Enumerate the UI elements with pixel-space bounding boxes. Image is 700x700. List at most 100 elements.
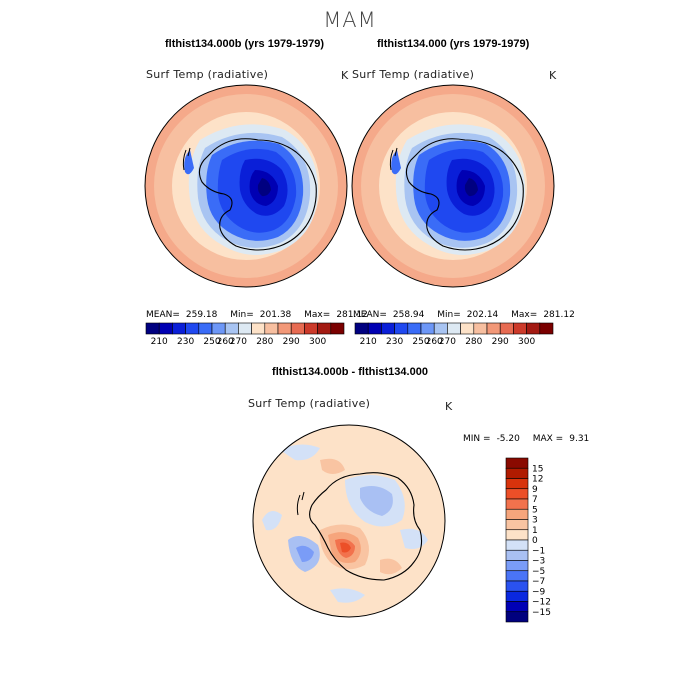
colorbar-diff-tick-label: 1 bbox=[532, 526, 538, 536]
colorbar-right-tick-label: 250 bbox=[412, 337, 429, 347]
colorbar-right-swatch bbox=[407, 322, 422, 335]
colorbar-left-swatch bbox=[238, 322, 252, 335]
colorbar-diff-tick-label: −15 bbox=[532, 608, 551, 618]
colorbar-right-swatch bbox=[420, 322, 435, 335]
colorbar-left-tick-label: 300 bbox=[309, 337, 326, 347]
colorbar-right-tick-label: 280 bbox=[465, 337, 482, 347]
colorbar-right-tick-label: 260 bbox=[426, 337, 443, 347]
colorbar-left-swatch bbox=[224, 322, 239, 335]
colorbar-left-tick-label: 210 bbox=[151, 337, 168, 347]
min-label-left: Min= bbox=[230, 310, 254, 320]
coastline-right bbox=[405, 138, 524, 251]
colorbar-diff-swatch bbox=[505, 457, 529, 469]
colorbar-diff-tick-label: 15 bbox=[532, 464, 543, 474]
map-diff bbox=[252, 424, 446, 618]
colorbar-left-tick-label: 250 bbox=[203, 337, 220, 347]
colorbar-diff-tick-label: 0 bbox=[532, 536, 538, 546]
colorbar-right-swatch bbox=[486, 322, 501, 335]
colorbar-diff-swatch bbox=[505, 580, 529, 592]
colorbar-diff-swatch bbox=[505, 611, 529, 623]
map-right bbox=[351, 84, 555, 288]
colorbar-left-tick-label: 270 bbox=[230, 337, 247, 347]
diff-title: flthist134.000b - flthist134.000 bbox=[272, 366, 428, 378]
colorbar-left-tick-label: 290 bbox=[283, 337, 300, 347]
colorbar-right-swatch bbox=[513, 322, 527, 335]
coastline-diff bbox=[309, 472, 423, 581]
colorbar-left-tick-label: 230 bbox=[177, 337, 194, 347]
colorbar-right-swatch bbox=[433, 322, 448, 335]
colorbar-diff-swatch bbox=[505, 560, 529, 572]
colorbar-left-swatch bbox=[304, 322, 318, 335]
colorbar-diff-swatch bbox=[505, 508, 529, 520]
colorbar-diff-swatch bbox=[505, 590, 529, 602]
colorbar-diff-swatch bbox=[505, 467, 529, 479]
colorbar-right-tick-label: 290 bbox=[492, 337, 509, 347]
colorbar-right-swatch bbox=[473, 322, 488, 335]
diff-max-label: MAX = bbox=[532, 434, 564, 444]
diff-stats: MIN = -5.20 MAX = 9.31 bbox=[463, 434, 595, 444]
min-label-right: Min= bbox=[437, 310, 461, 320]
colorbar-diff-tick-label: −5 bbox=[532, 567, 545, 577]
colorbar-diff-tick-label: 9 bbox=[532, 485, 538, 495]
diff-min-label: MIN = bbox=[463, 434, 491, 444]
colorbar-diff-tick-label: 3 bbox=[532, 516, 538, 526]
colorbar-right-swatch bbox=[526, 322, 541, 335]
colorbar-right-tick-label: 300 bbox=[518, 337, 535, 347]
colorbar-diff-swatch bbox=[505, 488, 529, 500]
map-boundary-diff bbox=[252, 424, 446, 618]
colorbar-left-swatch bbox=[158, 322, 173, 335]
colorbar-diff-swatch bbox=[505, 539, 529, 551]
colorbar-left-swatch bbox=[172, 322, 186, 335]
colorbar-left-tick-label: 280 bbox=[256, 337, 273, 347]
stats-right: MEAN= 258.94 Min= 202.14 Max= 281.12 bbox=[353, 310, 581, 320]
map-left bbox=[144, 84, 348, 288]
colorbar-right-tick-label: 210 bbox=[360, 337, 377, 347]
colorbar-left-swatch bbox=[330, 322, 345, 335]
mean-label-left: MEAN= bbox=[146, 310, 180, 320]
colorbar-right-tick-label: 270 bbox=[439, 337, 456, 347]
colorbar-diff-swatch bbox=[505, 601, 529, 613]
colorbar-diff-tick-label: −9 bbox=[532, 587, 546, 597]
colorbar-right-swatch bbox=[354, 322, 369, 335]
colorbar-right-swatch bbox=[381, 322, 395, 335]
max-value-left: 281.12 bbox=[336, 310, 368, 320]
colorbar-diff-swatch bbox=[505, 529, 529, 541]
colorbar-right-swatch bbox=[539, 322, 554, 335]
stats-left: MEAN= 259.18 Min= 201.38 Max= 281.12 bbox=[146, 310, 374, 320]
colorbar-diff-tick-label: 12 bbox=[532, 475, 543, 485]
colorbar-diff-tick-label: −1 bbox=[532, 546, 545, 556]
min-value-left: 201.38 bbox=[259, 310, 292, 320]
colorbar-left-swatch bbox=[277, 322, 292, 335]
map-boundary-right bbox=[351, 84, 555, 288]
colorbar-left-swatch bbox=[317, 322, 332, 335]
variable-label-right: Surf Temp (radiative) bbox=[352, 68, 475, 81]
unit-label-right: K bbox=[549, 69, 557, 82]
colorbar-right-swatch bbox=[447, 322, 461, 335]
colorbar-left-swatch bbox=[145, 322, 160, 335]
map-boundary-left bbox=[144, 84, 348, 288]
panel-title-left: flthist134.000b (yrs 1979-1979) bbox=[165, 38, 324, 50]
colorbar-right-swatch bbox=[460, 322, 475, 335]
colorbar-left-swatch bbox=[264, 322, 279, 335]
colorbar-diff-swatch bbox=[505, 498, 529, 510]
diff-unit-label: K bbox=[445, 400, 453, 413]
mean-value-right: 258.94 bbox=[392, 310, 425, 320]
colorbar-left-swatch bbox=[290, 322, 305, 335]
variable-label-left: Surf Temp (radiative) bbox=[146, 68, 269, 81]
colorbar-diff-tick-label: 5 bbox=[532, 505, 538, 515]
colorbar-right-swatch bbox=[394, 322, 409, 335]
colorbar-left-swatch bbox=[211, 322, 226, 335]
panel-title-right: flthist134.000 (yrs 1979-1979) bbox=[377, 38, 530, 50]
max-value-right: 281.12 bbox=[543, 310, 575, 320]
colorbar-diff-swatch bbox=[505, 478, 529, 490]
diff-min-value: -5.20 bbox=[496, 434, 520, 444]
mean-value-left: 259.18 bbox=[185, 310, 218, 320]
max-label-right: Max= bbox=[511, 310, 538, 320]
colorbar-diff-swatch bbox=[505, 519, 529, 531]
colorbar-left-swatch bbox=[198, 322, 213, 335]
colorbar-diff-tick-label: −7 bbox=[532, 577, 545, 587]
